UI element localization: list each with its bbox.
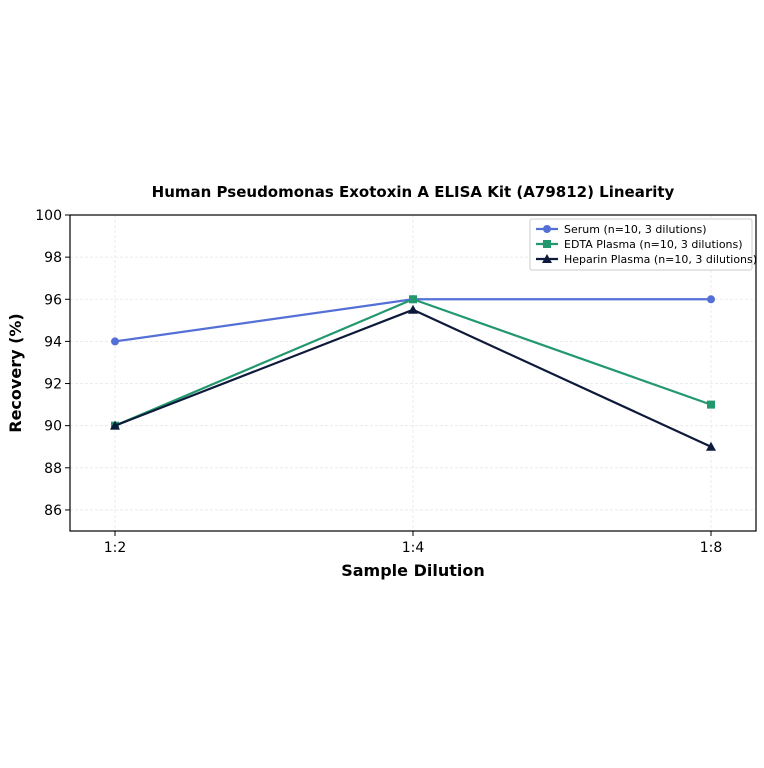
data-point	[707, 400, 715, 409]
legend-swatch-marker	[543, 225, 551, 233]
data-series	[110, 295, 716, 451]
y-tick-label: 88	[44, 461, 62, 477]
chart-title: Human Pseudomonas Exotoxin A ELISA Kit (…	[152, 183, 675, 201]
legend-item: Heparin Plasma (n=10, 3 dilutions)	[536, 253, 757, 266]
y-tick-label: 98	[44, 250, 62, 266]
legend-box	[529, 218, 753, 271]
y-tick-label: 92	[44, 377, 62, 393]
data-point	[110, 420, 120, 430]
y-tick-label: 86	[44, 503, 62, 519]
legend-item: EDTA Plasma (n=10, 3 dilutions)	[536, 238, 743, 251]
legend-item: Serum (n=10, 3 dilutions)	[536, 223, 707, 236]
legend-label: EDTA Plasma (n=10, 3 dilutions)	[564, 238, 743, 251]
y-tick-label: 96	[44, 292, 62, 308]
y-tick-label: 90	[44, 419, 62, 435]
x-axis-label: Sample Dilution	[341, 561, 485, 580]
x-tick-label: 1:2	[104, 540, 127, 556]
axis-ticks: 86 88 90 92 94 96 98 100 1:2 1:4 1:8	[35, 208, 722, 556]
data-point	[111, 337, 119, 346]
y-tick-label: 100	[35, 208, 62, 224]
y-tick-label: 94	[44, 334, 62, 350]
y-axis-label: Recovery (%)	[6, 313, 25, 432]
data-point	[706, 441, 716, 451]
x-tick-label: 1:8	[700, 540, 723, 556]
legend-label: Serum (n=10, 3 dilutions)	[564, 223, 707, 236]
legend-swatch-marker	[543, 240, 551, 248]
legend-label: Heparin Plasma (n=10, 3 dilutions)	[564, 253, 757, 266]
legend: Serum (n=10, 3 dilutions) EDTA Plasma (n=…	[529, 218, 757, 271]
series-3	[110, 304, 716, 451]
x-tick-label: 1:4	[402, 540, 425, 556]
data-point	[409, 295, 417, 304]
data-point	[707, 295, 715, 304]
legend-swatch-marker	[542, 254, 552, 263]
data-point	[408, 304, 418, 314]
